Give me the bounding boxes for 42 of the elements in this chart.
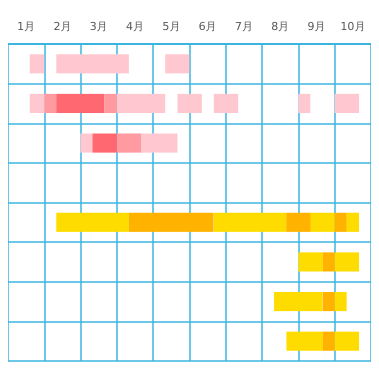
bar: [116, 94, 166, 113]
bar: [214, 212, 286, 232]
bar: [334, 292, 347, 312]
bar: [178, 94, 202, 113]
bar: [92, 134, 117, 153]
x-tick-label: 10月: [340, 20, 366, 33]
bar: [56, 94, 105, 113]
bar: [334, 94, 360, 113]
x-tick-label: 2月: [53, 20, 72, 33]
bar: [141, 134, 178, 153]
bar: [310, 212, 335, 232]
bar: [116, 134, 142, 153]
bar: [334, 212, 347, 232]
bar: [286, 332, 323, 351]
bar: [334, 332, 360, 351]
x-tick-label: 1月: [17, 20, 36, 33]
x-tick-label: 7月: [234, 20, 253, 33]
x-tick-label: 9月: [308, 20, 326, 33]
bar: [80, 134, 93, 153]
bar: [214, 94, 238, 113]
bar: [298, 252, 323, 272]
bar: [30, 54, 44, 74]
bar: [56, 212, 129, 232]
bar: [334, 252, 360, 272]
x-tick-label: 4月: [126, 20, 144, 33]
bar: [44, 94, 56, 113]
bar: [128, 212, 214, 232]
x-tick-label: 3月: [90, 20, 108, 33]
bar: [165, 54, 190, 74]
bar: [298, 94, 310, 113]
x-tick-label: 8月: [271, 20, 290, 33]
bar: [286, 212, 311, 232]
bar: [346, 212, 360, 232]
bar: [30, 94, 44, 113]
bar: [104, 94, 117, 113]
bar: [274, 292, 322, 312]
bar: [322, 332, 335, 351]
x-tick-label: 6月: [198, 20, 217, 33]
bar: [322, 252, 335, 272]
bar: [56, 54, 129, 74]
x-tick-label: 5月: [162, 20, 180, 33]
bar: [322, 292, 335, 312]
